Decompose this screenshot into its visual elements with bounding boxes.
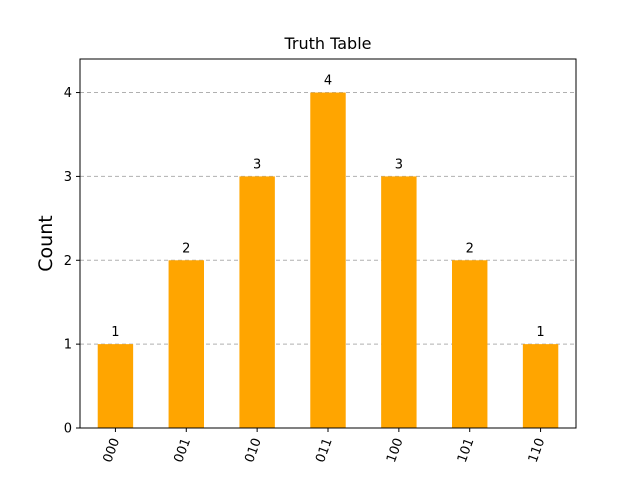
bar-value-label: 3: [253, 157, 261, 172]
bar-value-label: 4: [324, 74, 332, 89]
bar-value-label: 2: [466, 241, 474, 256]
bars: [97, 92, 559, 428]
bar-value-label: 1: [536, 325, 544, 340]
bar-value-label: 2: [182, 241, 190, 256]
chart-title: Truth Table: [283, 34, 371, 53]
y-tick-label: 3: [64, 170, 72, 185]
y-tick-label: 4: [64, 86, 72, 101]
y-tick-label: 0: [64, 422, 72, 437]
bar: [239, 176, 275, 428]
bar: [97, 344, 134, 428]
bar: [381, 176, 417, 428]
bar: [522, 344, 559, 428]
y-axis-label: Count: [35, 215, 57, 271]
bar: [310, 92, 346, 428]
bar-value-label: 3: [395, 157, 403, 172]
data-labels: 1 2 3 4 3 2 1: [111, 74, 544, 341]
y-tick-label: 2: [64, 254, 72, 269]
y-axis-ticks: 0 1 2 3 4: [64, 86, 80, 437]
bar-value-label: 1: [111, 325, 119, 340]
bar: [168, 260, 204, 428]
y-tick-label: 1: [64, 338, 72, 353]
bar: [452, 260, 488, 428]
